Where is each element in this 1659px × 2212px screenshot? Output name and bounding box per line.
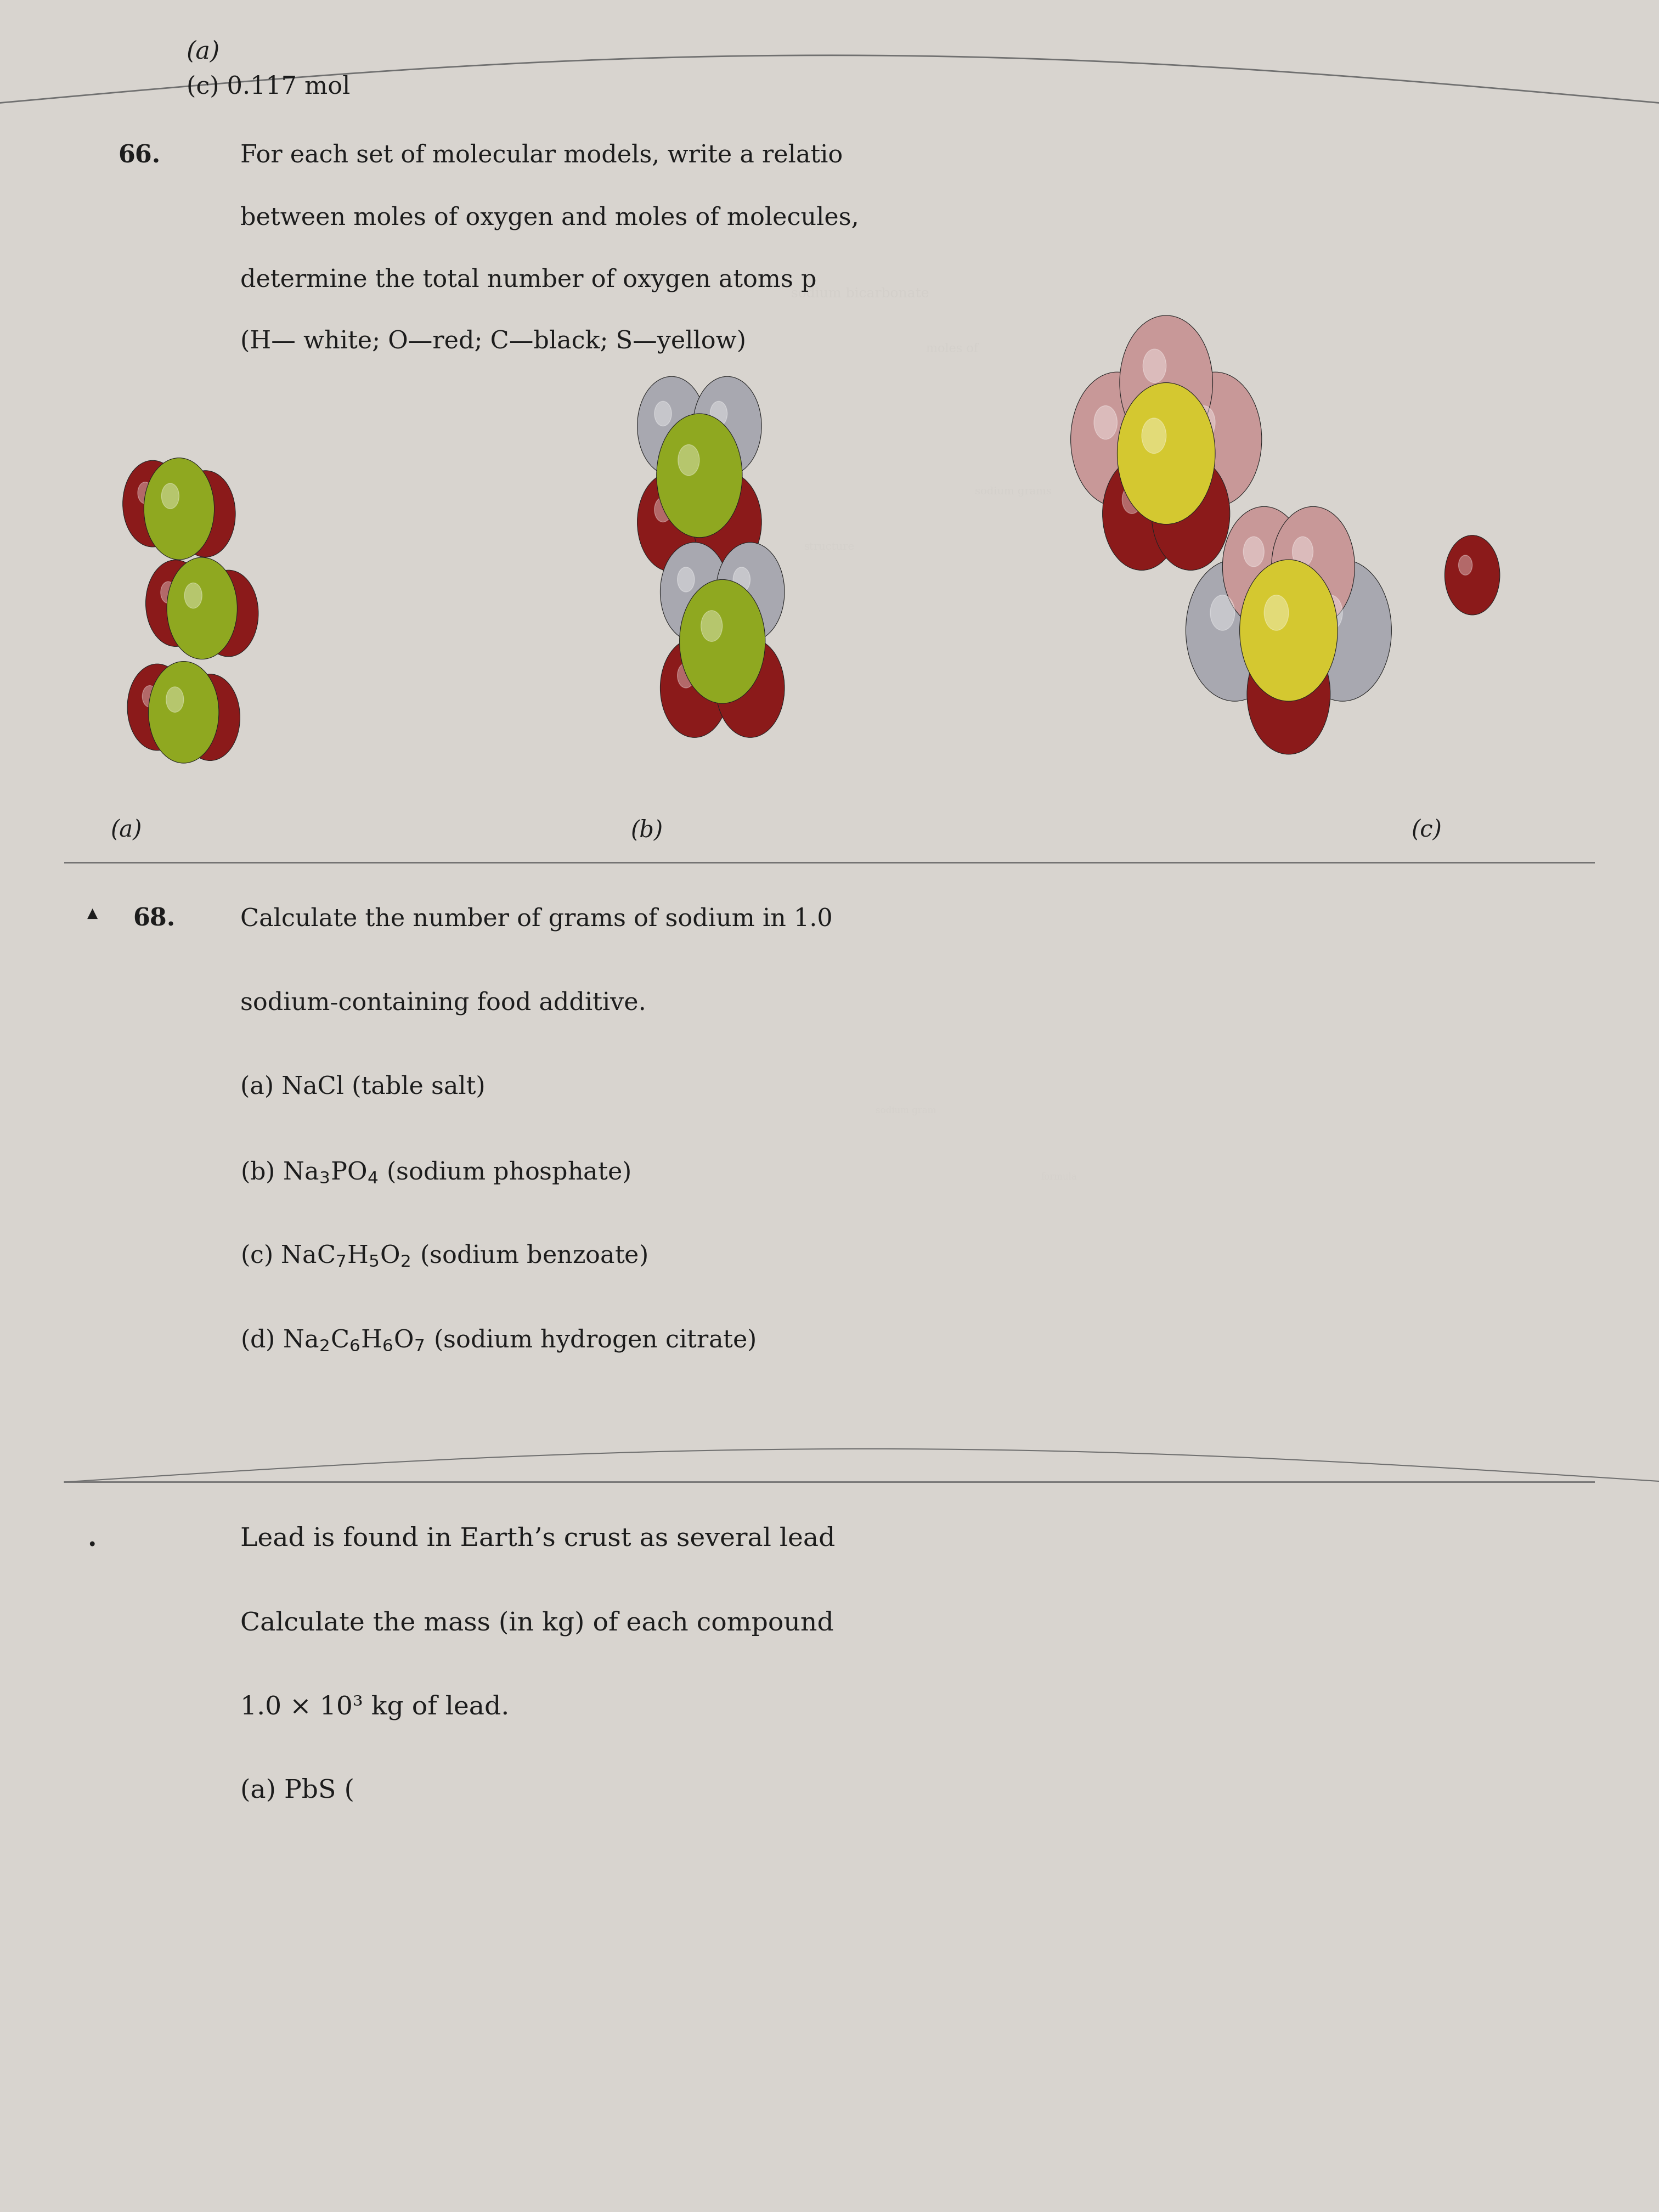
Text: (a): (a): [109, 818, 141, 841]
Text: (d) Na$_2$C$_6$H$_6$O$_7$ (sodium hydrogen citrate): (d) Na$_2$C$_6$H$_6$O$_7$ (sodium hydrog…: [241, 1327, 757, 1354]
Text: 66.: 66.: [118, 144, 161, 168]
Circle shape: [181, 675, 241, 761]
Text: Calculate the number of grams of sodium in 1.0: Calculate the number of grams of sodium …: [241, 907, 833, 931]
Circle shape: [1248, 635, 1331, 754]
Circle shape: [191, 493, 206, 513]
Circle shape: [1223, 507, 1306, 626]
Circle shape: [123, 460, 182, 546]
Circle shape: [161, 484, 179, 509]
Circle shape: [128, 664, 187, 750]
Circle shape: [1294, 560, 1392, 701]
Circle shape: [146, 560, 206, 646]
Circle shape: [1239, 560, 1337, 701]
Text: sodium grams: sodium grams: [975, 487, 1052, 495]
Circle shape: [717, 542, 785, 641]
Text: ▲: ▲: [88, 907, 98, 920]
Text: (b) Na$_3$PO$_4$ (sodium phosphate): (b) Na$_3$PO$_4$ (sodium phosphate): [241, 1159, 630, 1186]
Text: between moles of oxygen and moles of molecules,: between moles of oxygen and moles of mol…: [241, 206, 859, 230]
Circle shape: [196, 697, 211, 717]
Circle shape: [1267, 664, 1289, 695]
Text: sodium gram: sodium gram: [876, 1106, 936, 1115]
Circle shape: [166, 686, 184, 712]
Circle shape: [1271, 507, 1355, 626]
Text: (a) PbS (: (a) PbS (: [241, 1778, 355, 1803]
Circle shape: [161, 582, 176, 604]
Text: Lead is found in Earth’s crust as several lead: Lead is found in Earth’s crust as severa…: [241, 1526, 834, 1551]
Text: (a) NaCl (table salt): (a) NaCl (table salt): [241, 1075, 486, 1099]
Circle shape: [654, 400, 672, 427]
Circle shape: [1211, 595, 1234, 630]
Text: determine the total number of oxygen atoms p: determine the total number of oxygen ato…: [241, 268, 816, 292]
Circle shape: [693, 376, 761, 476]
Circle shape: [138, 482, 153, 504]
Text: moles of: moles of: [926, 343, 977, 354]
Text: (a): (a): [187, 40, 221, 64]
Circle shape: [144, 458, 214, 560]
Text: Calculate the mass (in kg) of each compound: Calculate the mass (in kg) of each compo…: [241, 1610, 834, 1637]
Circle shape: [168, 557, 237, 659]
Text: formula: formula: [1042, 1172, 1077, 1181]
Text: (c): (c): [1412, 818, 1442, 841]
Circle shape: [710, 498, 727, 522]
Circle shape: [1121, 484, 1141, 513]
Circle shape: [199, 571, 259, 657]
Circle shape: [1292, 538, 1314, 566]
Text: (c) NaC$_7$H$_5$O$_2$ (sodium benzoate): (c) NaC$_7$H$_5$O$_2$ (sodium benzoate): [241, 1243, 647, 1267]
Circle shape: [1093, 405, 1117, 440]
Text: (b): (b): [630, 818, 664, 841]
Text: (c) 0.117 mol: (c) 0.117 mol: [187, 75, 350, 100]
Circle shape: [1264, 595, 1289, 630]
Circle shape: [1151, 458, 1229, 571]
Circle shape: [660, 542, 728, 641]
Circle shape: [637, 473, 705, 571]
Circle shape: [1141, 418, 1166, 453]
Text: 68.: 68.: [133, 907, 176, 931]
Circle shape: [1143, 349, 1166, 383]
Circle shape: [184, 582, 202, 608]
Text: 1.0 × 10³ kg of lead.: 1.0 × 10³ kg of lead.: [241, 1694, 509, 1721]
Circle shape: [680, 580, 765, 703]
Circle shape: [214, 593, 229, 613]
Circle shape: [1191, 405, 1214, 440]
Circle shape: [702, 611, 722, 641]
Text: (H— white; O—red; C—black; S—yellow): (H— white; O—red; C—black; S—yellow): [241, 330, 747, 354]
Circle shape: [176, 471, 236, 557]
Text: For each set of molecular models, write a relatio: For each set of molecular models, write …: [241, 144, 843, 168]
Circle shape: [733, 664, 750, 688]
Circle shape: [143, 686, 158, 708]
Circle shape: [1445, 535, 1500, 615]
Circle shape: [1103, 458, 1181, 571]
Circle shape: [654, 498, 672, 522]
Text: .: .: [88, 1526, 96, 1551]
Circle shape: [637, 376, 705, 476]
Circle shape: [1120, 316, 1213, 449]
Circle shape: [693, 473, 761, 571]
Circle shape: [733, 566, 750, 593]
Circle shape: [1171, 484, 1191, 513]
Circle shape: [1117, 383, 1214, 524]
Circle shape: [677, 566, 695, 593]
Circle shape: [679, 445, 700, 476]
Circle shape: [677, 664, 695, 688]
Circle shape: [1070, 372, 1163, 507]
Circle shape: [1317, 595, 1342, 630]
Circle shape: [717, 639, 785, 737]
Text: structure: structure: [805, 542, 854, 551]
Circle shape: [660, 639, 728, 737]
Circle shape: [1186, 560, 1284, 701]
Circle shape: [657, 414, 742, 538]
Text: sodium-containing food additive.: sodium-containing food additive.: [241, 991, 645, 1015]
Circle shape: [1243, 538, 1264, 566]
Circle shape: [148, 661, 219, 763]
Circle shape: [1458, 555, 1472, 575]
Circle shape: [1168, 372, 1262, 507]
Text: sodium bicarbonate: sodium bicarbonate: [791, 288, 929, 301]
Circle shape: [710, 400, 727, 427]
